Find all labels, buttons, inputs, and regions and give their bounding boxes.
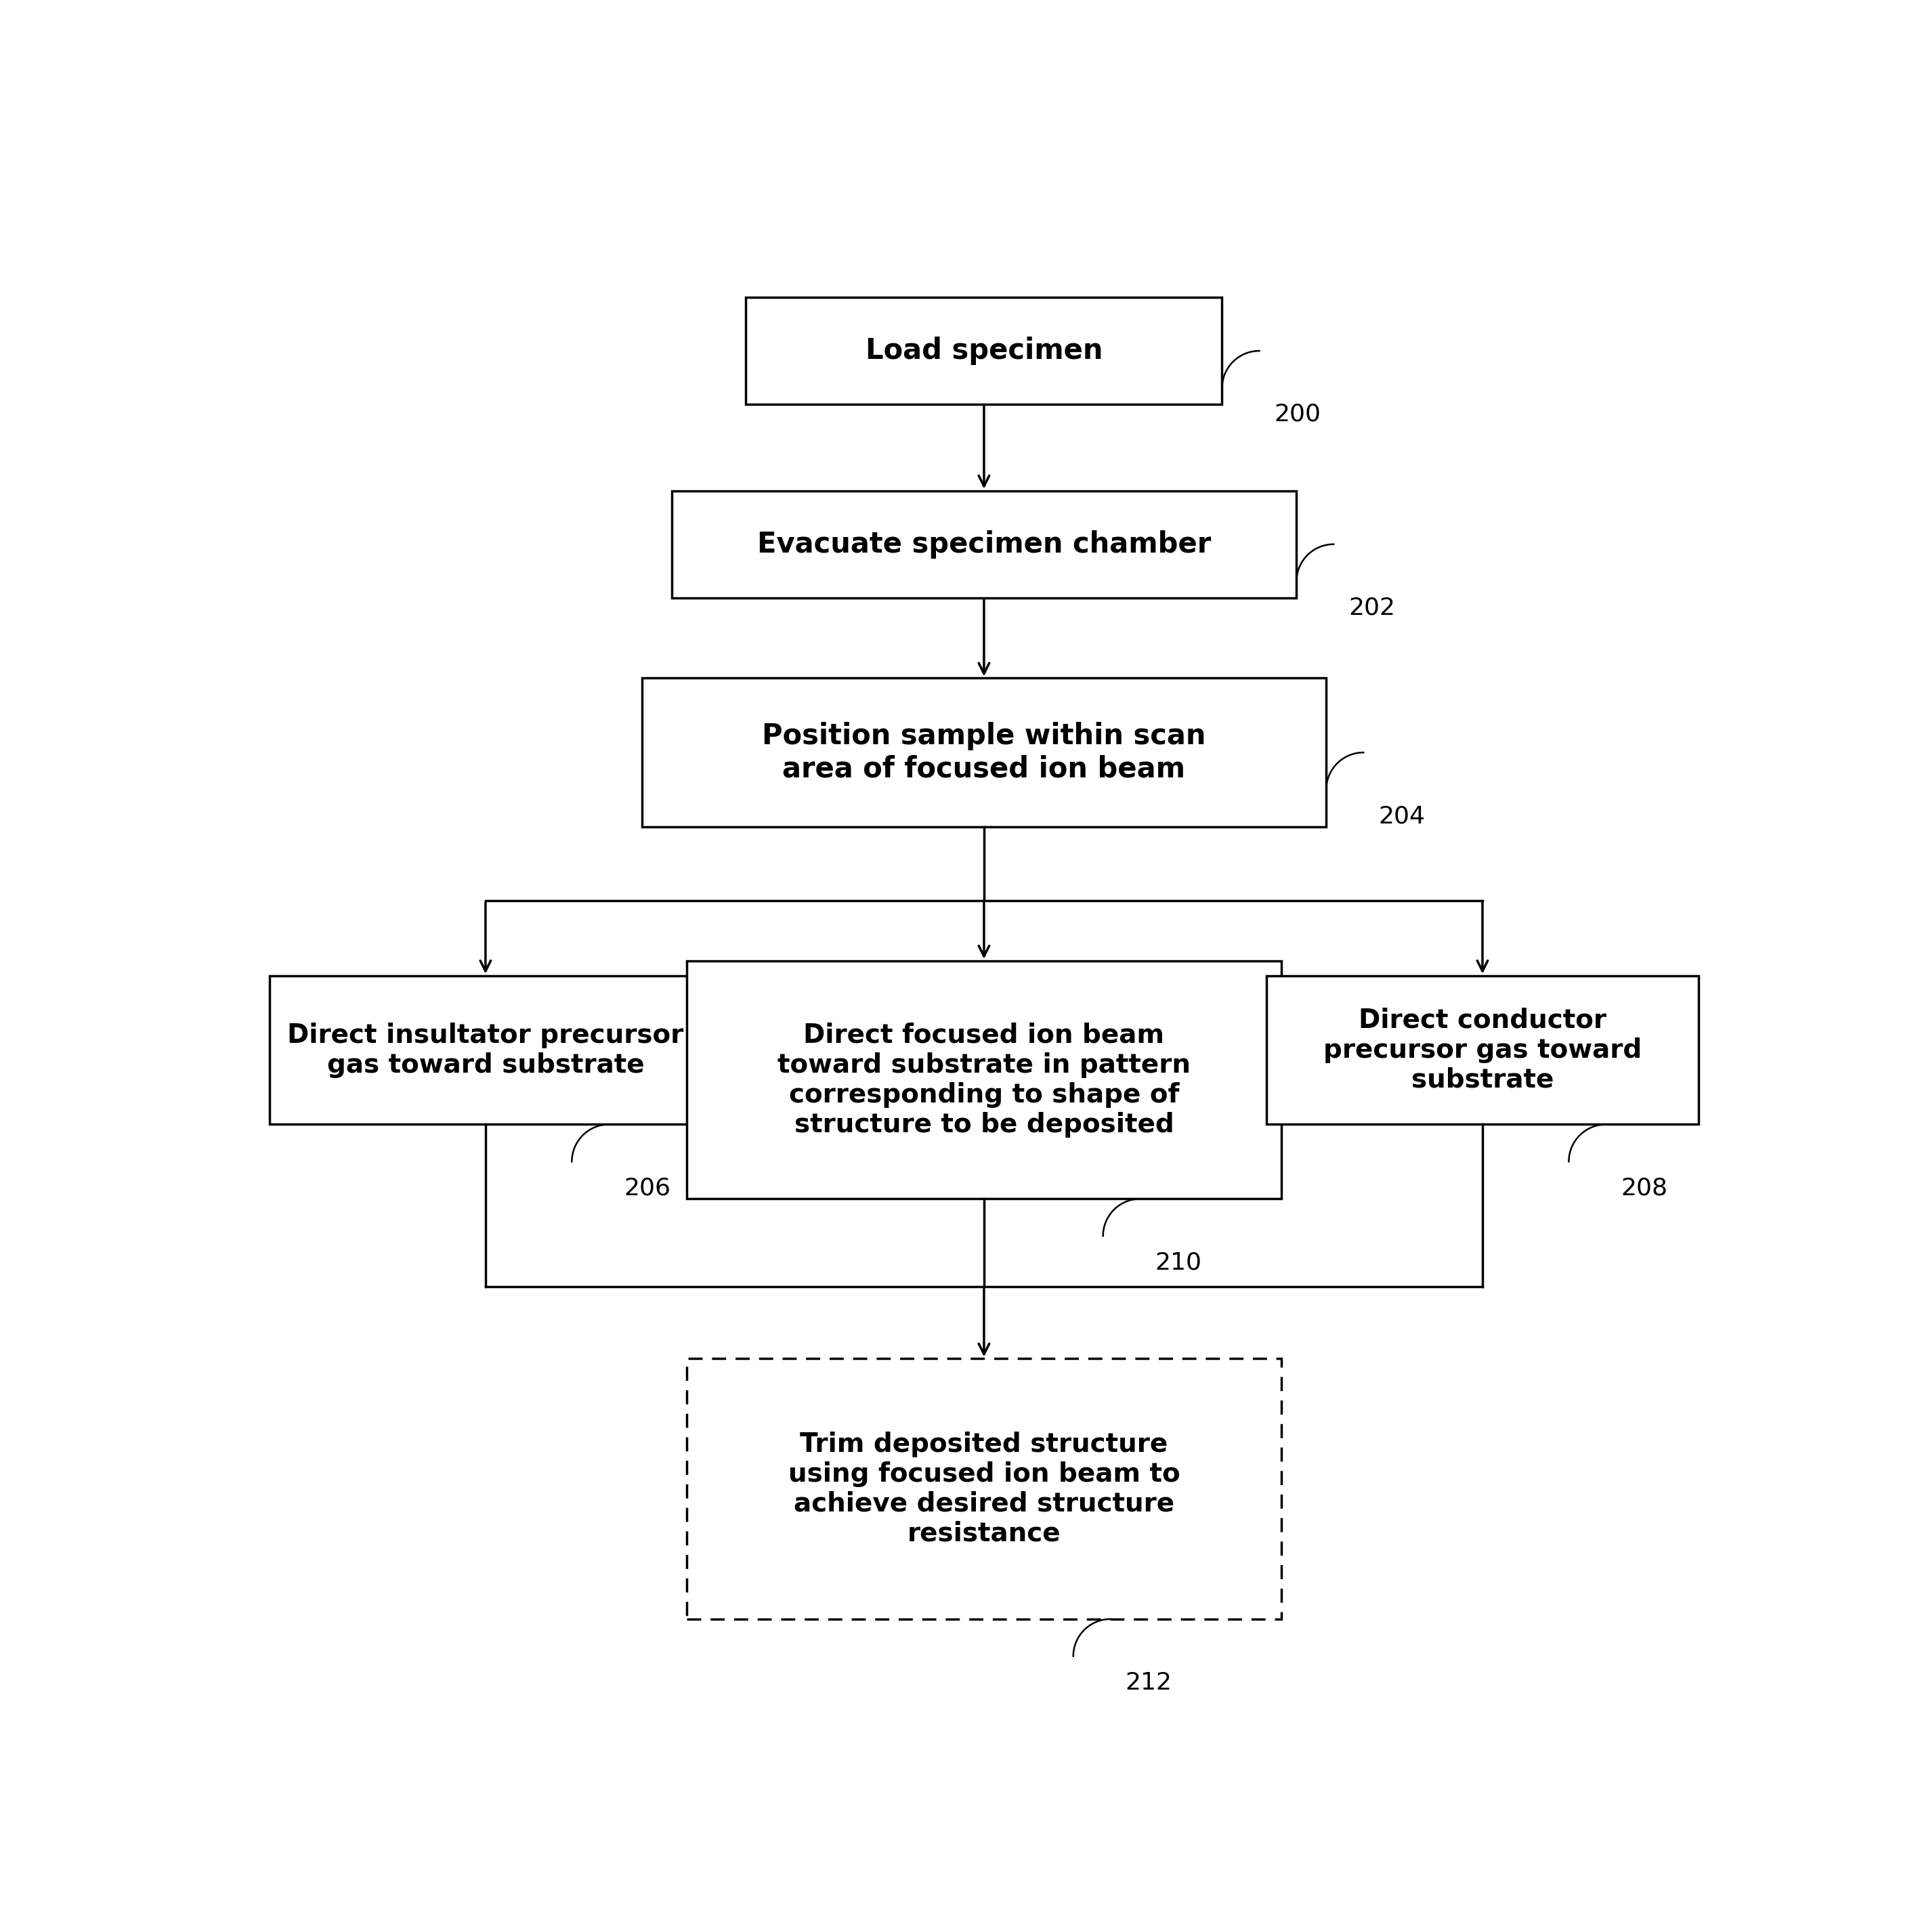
Text: Position sample within scan
area of focused ion beam: Position sample within scan area of focu… bbox=[762, 723, 1206, 782]
Text: Load specimen: Load specimen bbox=[866, 336, 1102, 365]
Bar bbox=[687, 1358, 1283, 1619]
Text: Evacuate specimen chamber: Evacuate specimen chamber bbox=[756, 529, 1212, 558]
Bar bbox=[745, 298, 1223, 404]
Text: 204: 204 bbox=[1379, 804, 1425, 827]
Text: Trim deposited structure
using focused ion beam to
achieve desired structure
res: Trim deposited structure using focused i… bbox=[787, 1432, 1181, 1546]
Bar bbox=[672, 491, 1296, 597]
Text: 206: 206 bbox=[624, 1177, 670, 1200]
Text: 202: 202 bbox=[1348, 597, 1396, 620]
Bar bbox=[271, 976, 701, 1124]
Text: Direct conductor
precursor gas toward
substrate: Direct conductor precursor gas toward su… bbox=[1323, 1007, 1642, 1094]
Text: 210: 210 bbox=[1156, 1250, 1202, 1273]
Bar bbox=[1267, 976, 1699, 1124]
Bar bbox=[641, 678, 1327, 827]
Text: 212: 212 bbox=[1125, 1671, 1171, 1694]
Bar bbox=[687, 960, 1283, 1198]
Text: Direct focused ion beam
toward substrate in pattern
corresponding to shape of
st: Direct focused ion beam toward substrate… bbox=[778, 1022, 1190, 1138]
Text: 208: 208 bbox=[1620, 1177, 1668, 1200]
Text: 200: 200 bbox=[1275, 404, 1321, 425]
Text: Direct insultator precursor
gas toward substrate: Direct insultator precursor gas toward s… bbox=[288, 1022, 684, 1078]
